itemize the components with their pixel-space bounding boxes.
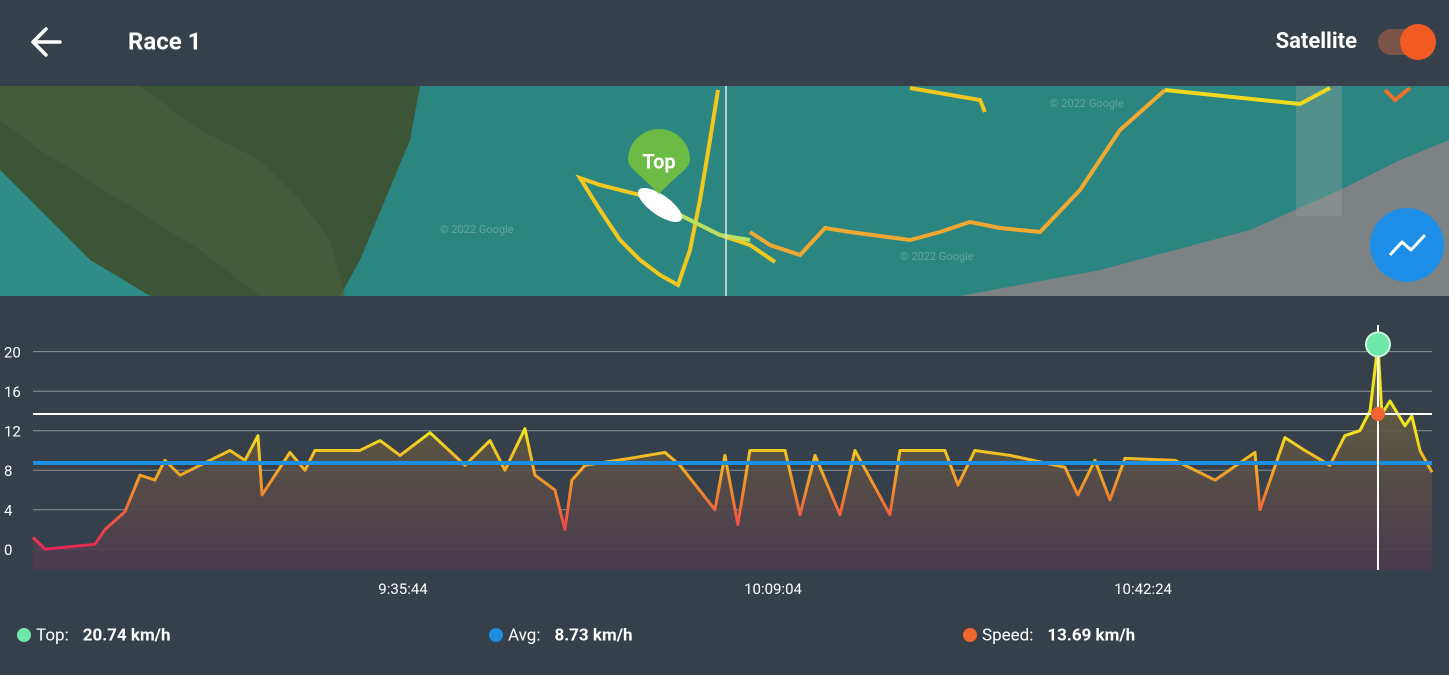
legend-swatch bbox=[963, 628, 977, 642]
legend-value: 13.69 km/h bbox=[1047, 625, 1135, 645]
y-tick-label: 20 bbox=[4, 344, 21, 362]
satellite-toggle[interactable] bbox=[1378, 24, 1436, 60]
map bbox=[0, 86, 1449, 296]
app-bar bbox=[0, 0, 1449, 86]
y-tick-label: 12 bbox=[4, 423, 21, 441]
map-attribution: © 2022 Google bbox=[900, 250, 974, 263]
x-tick-label: 10:42:24 bbox=[1114, 580, 1172, 598]
map-attribution: © 2022 Google bbox=[440, 223, 514, 236]
legend-name: Speed: bbox=[982, 625, 1033, 645]
y-tick-label: 0 bbox=[4, 541, 12, 559]
y-tick-label: 4 bbox=[4, 502, 13, 520]
page-title: Race 1 bbox=[128, 27, 201, 55]
x-tick-label: 9:35:44 bbox=[378, 580, 428, 598]
speed-line bbox=[31, 342, 1434, 551]
speed-marker bbox=[1370, 407, 1385, 422]
back-button[interactable] bbox=[31, 27, 62, 57]
legend-value: 20.74 km/h bbox=[83, 625, 171, 645]
x-tick-label: 10:09:04 bbox=[744, 580, 802, 598]
legend-name: Avg: bbox=[508, 625, 540, 645]
legend-swatch bbox=[17, 628, 31, 642]
y-tick-label: 16 bbox=[4, 383, 21, 401]
legend-swatch bbox=[489, 628, 503, 642]
legend-name: Top: bbox=[36, 625, 69, 645]
chart-toggle-button[interactable] bbox=[1370, 208, 1444, 282]
top-marker bbox=[1364, 331, 1391, 358]
speed-area bbox=[33, 344, 1432, 570]
map-attribution: © 2022 Google bbox=[1050, 97, 1124, 110]
map-pin-label: Top bbox=[642, 149, 675, 173]
y-tick-label: 8 bbox=[4, 462, 12, 480]
toggle-label: Satellite bbox=[1276, 29, 1358, 54]
legend-value: 8.73 km/h bbox=[554, 625, 632, 645]
